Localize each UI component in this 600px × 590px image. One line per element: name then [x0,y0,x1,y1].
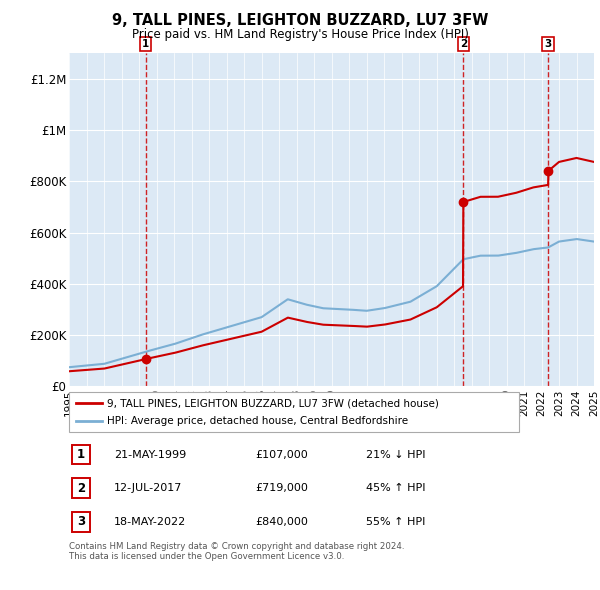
Text: HPI: Average price, detached house, Central Bedfordshire: HPI: Average price, detached house, Cent… [107,416,408,426]
Text: £107,000: £107,000 [255,450,308,460]
Text: 1: 1 [142,39,149,49]
Text: 21-MAY-1999: 21-MAY-1999 [114,450,186,460]
Text: 9, TALL PINES, LEIGHTON BUZZARD, LU7 3FW: 9, TALL PINES, LEIGHTON BUZZARD, LU7 3FW [112,13,488,28]
Text: 21% ↓ HPI: 21% ↓ HPI [366,450,425,460]
Text: £840,000: £840,000 [255,517,308,527]
Text: Contains HM Land Registry data © Crown copyright and database right 2024.
This d: Contains HM Land Registry data © Crown c… [69,542,404,561]
Text: 18-MAY-2022: 18-MAY-2022 [114,517,186,527]
Text: 3: 3 [77,515,85,529]
Text: 3: 3 [545,39,552,49]
Text: 1: 1 [77,448,85,461]
Text: 55% ↑ HPI: 55% ↑ HPI [366,517,425,527]
Text: 2: 2 [460,39,467,49]
Text: £719,000: £719,000 [255,483,308,493]
Text: 2: 2 [77,481,85,495]
Text: 12-JUL-2017: 12-JUL-2017 [114,483,182,493]
Text: 45% ↑ HPI: 45% ↑ HPI [366,483,425,493]
Text: 9, TALL PINES, LEIGHTON BUZZARD, LU7 3FW (detached house): 9, TALL PINES, LEIGHTON BUZZARD, LU7 3FW… [107,398,439,408]
Text: Price paid vs. HM Land Registry's House Price Index (HPI): Price paid vs. HM Land Registry's House … [131,28,469,41]
